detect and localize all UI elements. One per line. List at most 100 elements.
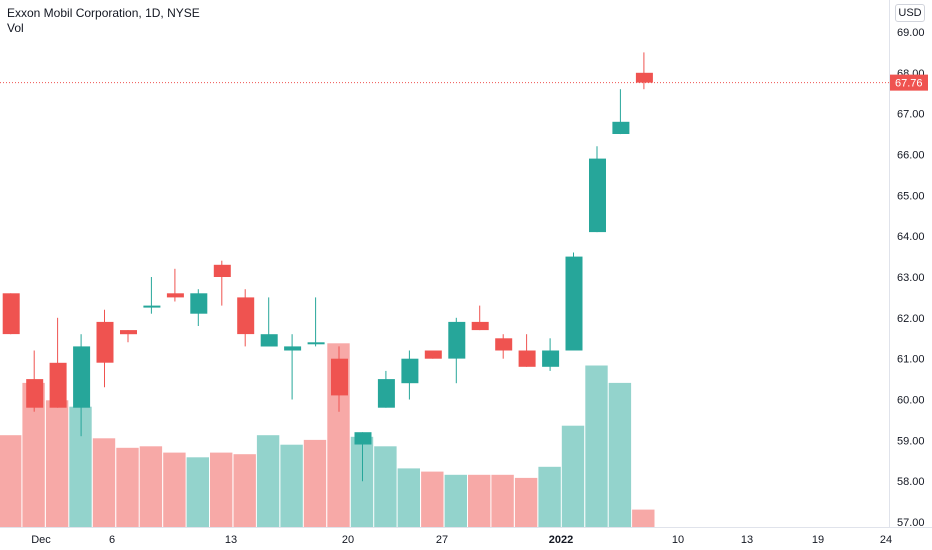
volume-bar: [116, 447, 139, 527]
candle-body: [307, 342, 325, 345]
time-tick-label: 24: [880, 534, 892, 546]
volume-bar: [374, 446, 397, 528]
candle: [424, 350, 442, 359]
candle: [331, 346, 348, 412]
volume-bar: [538, 466, 561, 527]
price-candles: [2, 52, 653, 482]
volume-bar: [397, 468, 420, 527]
price-tick-label: 60.00: [897, 395, 925, 407]
candle-body: [284, 346, 302, 351]
time-axis[interactable]: Dec 6 13 20 27 2022 10 13 19 24: [31, 534, 892, 546]
candle-body: [354, 432, 372, 445]
candle: [237, 289, 255, 347]
volume-bar: [22, 382, 45, 527]
price-tick-label: 69.00: [897, 27, 925, 39]
volume-bar: [69, 406, 92, 527]
chart-title[interactable]: Exxon Mobil Corporation, 1D, NYSE: [7, 6, 200, 20]
candle-body: [377, 379, 395, 408]
volume-bar: [585, 365, 608, 527]
candle: [284, 334, 302, 400]
candle-body: [73, 346, 91, 408]
candle-body: [448, 321, 466, 359]
candle: [2, 293, 20, 335]
candle: [190, 289, 208, 326]
candle: [612, 89, 630, 135]
candle-body: [589, 158, 606, 233]
candle: [26, 350, 44, 412]
candle-body: [2, 293, 20, 335]
volume-bar: [280, 444, 303, 527]
volume-bar: [468, 474, 491, 528]
candle: [354, 432, 372, 482]
candle-body: [495, 338, 513, 351]
candle: [635, 52, 653, 90]
last-price-value: 67.76: [895, 78, 923, 90]
candle-body: [612, 121, 630, 134]
last-price-tag: 67.76: [890, 74, 928, 91]
volume-bar: [163, 452, 186, 527]
volume-bar: [632, 509, 655, 527]
volume-bar: [139, 446, 163, 528]
time-tick-label: 13: [741, 534, 753, 546]
candle: [377, 370, 395, 408]
time-tick-label: 27: [436, 534, 448, 546]
candle-body: [401, 358, 419, 384]
volume-bar: [444, 474, 467, 528]
price-tick-label: 67.00: [897, 109, 925, 121]
time-tick-label: 6: [109, 534, 115, 546]
candle-body: [190, 293, 208, 314]
time-tick-label: 13: [225, 534, 237, 546]
candle-body: [260, 334, 278, 347]
volume-bar: [256, 435, 280, 527]
candle-body: [424, 350, 442, 359]
candle-body: [565, 256, 583, 351]
volume-bar: [233, 454, 256, 527]
candle: [448, 317, 466, 384]
volume-bar: [491, 474, 514, 528]
price-tick-label: 66.00: [897, 150, 925, 162]
price-tick-label: 63.00: [897, 272, 925, 284]
candle-body: [471, 321, 489, 331]
volume-bar: [561, 425, 585, 527]
candle-body: [143, 305, 161, 308]
candle: [120, 330, 137, 343]
time-tick-label: Dec: [31, 534, 51, 546]
candle: [96, 309, 114, 388]
price-tick-label: 59.00: [897, 435, 925, 447]
candle-body: [26, 379, 44, 408]
candle-body: [120, 330, 137, 335]
currency-button[interactable]: USD: [895, 4, 925, 22]
volume-bar: [303, 439, 327, 527]
candle-body: [331, 358, 348, 396]
candle-body: [635, 72, 653, 83]
time-tick-label: 20: [342, 534, 354, 546]
price-tick-label: 61.00: [897, 354, 925, 366]
volume-bar: [92, 438, 116, 527]
candle: [213, 260, 231, 306]
price-tick-label: 57.00: [897, 517, 925, 529]
candle-body: [96, 321, 114, 363]
price-axis[interactable]: 69.0068.0067.0066.0065.0064.0063.0062.00…: [897, 27, 925, 529]
candle: [166, 268, 184, 302]
volume-bar: [421, 471, 444, 527]
candle-body: [237, 297, 255, 335]
volume-bar: [0, 435, 22, 527]
volume-bar: [210, 452, 233, 527]
candle-body: [518, 350, 536, 367]
volume-bar: [45, 400, 69, 527]
volume-bar: [186, 457, 209, 527]
volume-indicator-label[interactable]: Vol: [7, 21, 24, 35]
candle: [143, 277, 161, 314]
candle: [518, 334, 536, 367]
candle: [495, 334, 513, 359]
time-tick-label: 10: [672, 534, 684, 546]
volume-bar: [514, 477, 538, 527]
price-tick-label: 64.00: [897, 231, 925, 243]
candle: [307, 297, 325, 347]
time-tick-label: 19: [812, 534, 824, 546]
candle: [542, 338, 560, 371]
candle: [565, 252, 583, 351]
candle: [260, 297, 278, 347]
candle: [589, 146, 606, 233]
